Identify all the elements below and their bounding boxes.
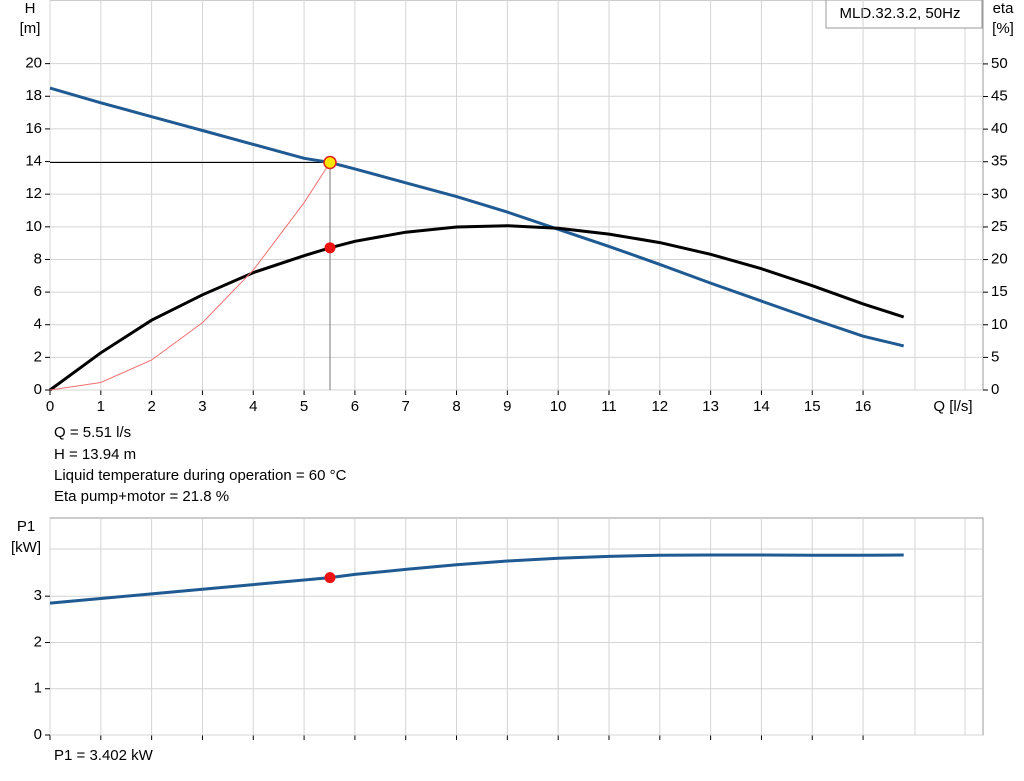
x-tick-label: 10	[550, 398, 567, 415]
annotation: Q = 5.51 l/s	[54, 424, 131, 441]
y-tick-label: 2	[34, 348, 42, 365]
x-tick-label: 9	[503, 398, 511, 415]
y-tick-label: 0	[34, 381, 42, 398]
y2-tick-label: 20	[991, 251, 1008, 268]
y-tick-label: 20	[25, 55, 42, 72]
y-tick-label: 16	[25, 120, 42, 137]
y2-tick-label: 40	[991, 120, 1008, 137]
x-tick-label: 3	[198, 398, 206, 415]
y-tick-label: 2	[34, 633, 42, 650]
y-tick-label: 14	[25, 153, 42, 170]
series-line	[49, 553, 904, 605]
y2-tick-label: 0	[991, 381, 999, 398]
y-tick-label: 6	[34, 283, 42, 300]
legend-box	[825, 0, 983, 29]
annotation: H = 13.94 m	[54, 446, 136, 463]
operating-point	[323, 155, 337, 170]
x-tick-label: 5	[300, 398, 308, 415]
x-axis-label: Q [l/s]	[933, 398, 972, 415]
annotation: Liquid temperature during operation = 60…	[54, 467, 347, 484]
x-tick-label: 4	[249, 398, 257, 415]
eta-point	[324, 242, 336, 254]
x-tick-label: 16	[855, 398, 872, 415]
x-tick-label: 1	[97, 398, 105, 415]
x-tick-label: 7	[402, 398, 410, 415]
operating-point	[324, 572, 336, 584]
x-tick-label: 15	[804, 398, 821, 415]
x-tick-label: 8	[452, 398, 460, 415]
y2-tick-label: 35	[991, 153, 1008, 170]
y2-tick-label: 50	[991, 55, 1008, 72]
x-tick-label: 0	[46, 398, 54, 415]
x-tick-label: 11	[601, 398, 617, 415]
y-tick-label: 1	[34, 680, 42, 697]
y2-tick-label: 25	[991, 218, 1008, 235]
legend-text: MLD.32.3.2, 50Hz	[840, 5, 961, 22]
series-line	[49, 162, 331, 391]
x-tick-label: 13	[702, 398, 719, 415]
y-tick-label: 10	[25, 218, 42, 235]
y2-axis-unit: [%]	[992, 20, 1014, 37]
y2-tick-label: 10	[991, 316, 1008, 333]
y-tick-label: 3	[34, 587, 42, 604]
y-tick-label: 18	[25, 87, 42, 104]
y-axis-label: P1	[17, 518, 35, 535]
x-tick-label: 12	[651, 398, 668, 415]
y-axis-unit: [m]	[20, 20, 41, 37]
x-tick-label: 6	[351, 398, 359, 415]
y-axis-label: H	[25, 0, 36, 17]
y-tick-label: 4	[34, 316, 42, 333]
annotation: P1 = 3.402 kW	[54, 747, 154, 764]
plot-area	[49, 517, 984, 736]
y2-tick-label: 15	[991, 283, 1008, 300]
series-line	[49, 86, 905, 348]
y-tick-label: 0	[34, 726, 42, 743]
y2-tick-label: 30	[991, 185, 1008, 202]
y2-tick-label: 5	[991, 348, 999, 365]
y-tick-label: 12	[25, 185, 42, 202]
annotation: Eta pump+motor = 21.8 %	[54, 488, 229, 505]
y-axis-unit: [kW]	[11, 539, 41, 556]
x-tick-label: 14	[753, 398, 770, 415]
series-line	[49, 224, 905, 392]
x-tick-label: 2	[147, 398, 155, 415]
y2-axis-label: eta	[993, 0, 1015, 17]
y2-tick-label: 45	[991, 87, 1008, 104]
y-tick-label: 8	[34, 250, 42, 267]
